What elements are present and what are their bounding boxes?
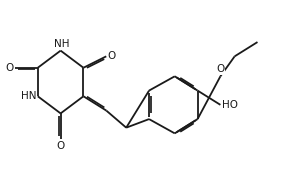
Text: O: O <box>216 64 225 74</box>
Text: O: O <box>5 63 13 73</box>
Text: NH: NH <box>54 39 70 49</box>
Text: O: O <box>108 51 116 61</box>
Text: HO: HO <box>222 100 238 110</box>
Text: O: O <box>56 141 65 151</box>
Text: HN: HN <box>21 91 36 101</box>
